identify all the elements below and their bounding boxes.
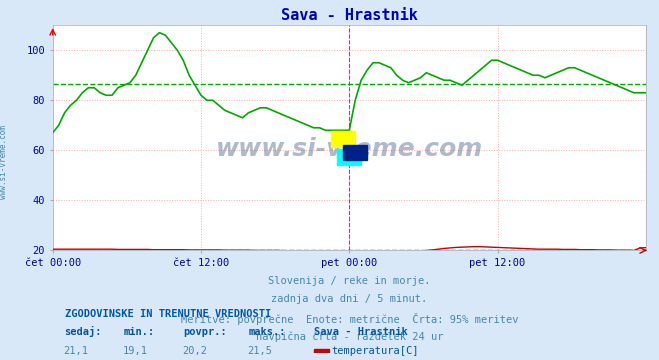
Text: www.si-vreme.com: www.si-vreme.com [0, 125, 8, 199]
Text: Meritve: povprečne  Enote: metrične  Črta: 95% meritev: Meritve: povprečne Enote: metrične Črta:… [181, 313, 518, 325]
FancyBboxPatch shape [331, 131, 355, 147]
Bar [314, 349, 328, 360]
Text: 20,2: 20,2 [182, 346, 207, 356]
Text: min.:: min.: [124, 327, 155, 337]
Text: zadnja dva dni / 5 minut.: zadnja dva dni / 5 minut. [271, 294, 428, 305]
Text: maks.:: maks.: [248, 327, 286, 337]
Text: 21,1: 21,1 [63, 346, 88, 356]
Text: temperatura[C]: temperatura[C] [331, 346, 419, 356]
Text: 21,5: 21,5 [247, 346, 272, 356]
Text: Sava - Hrastnik: Sava - Hrastnik [314, 327, 407, 337]
Text: 19,1: 19,1 [123, 346, 148, 356]
Text: www.si-vreme.com: www.si-vreme.com [215, 137, 483, 161]
Text: povpr.:: povpr.: [183, 327, 227, 337]
Text: ZGODOVINSKE IN TRENUTNE VREDNOSTI: ZGODOVINSKE IN TRENUTNE VREDNOSTI [65, 309, 271, 319]
FancyBboxPatch shape [343, 145, 367, 160]
Text: navpična črta - razdelek 24 ur: navpična črta - razdelek 24 ur [256, 331, 443, 342]
Text: Slovenija / reke in morje.: Slovenija / reke in morje. [268, 276, 430, 286]
Title: Sava - Hrastnik: Sava - Hrastnik [281, 8, 418, 23]
FancyBboxPatch shape [337, 149, 361, 165]
Text: sedaj:: sedaj: [65, 327, 102, 337]
